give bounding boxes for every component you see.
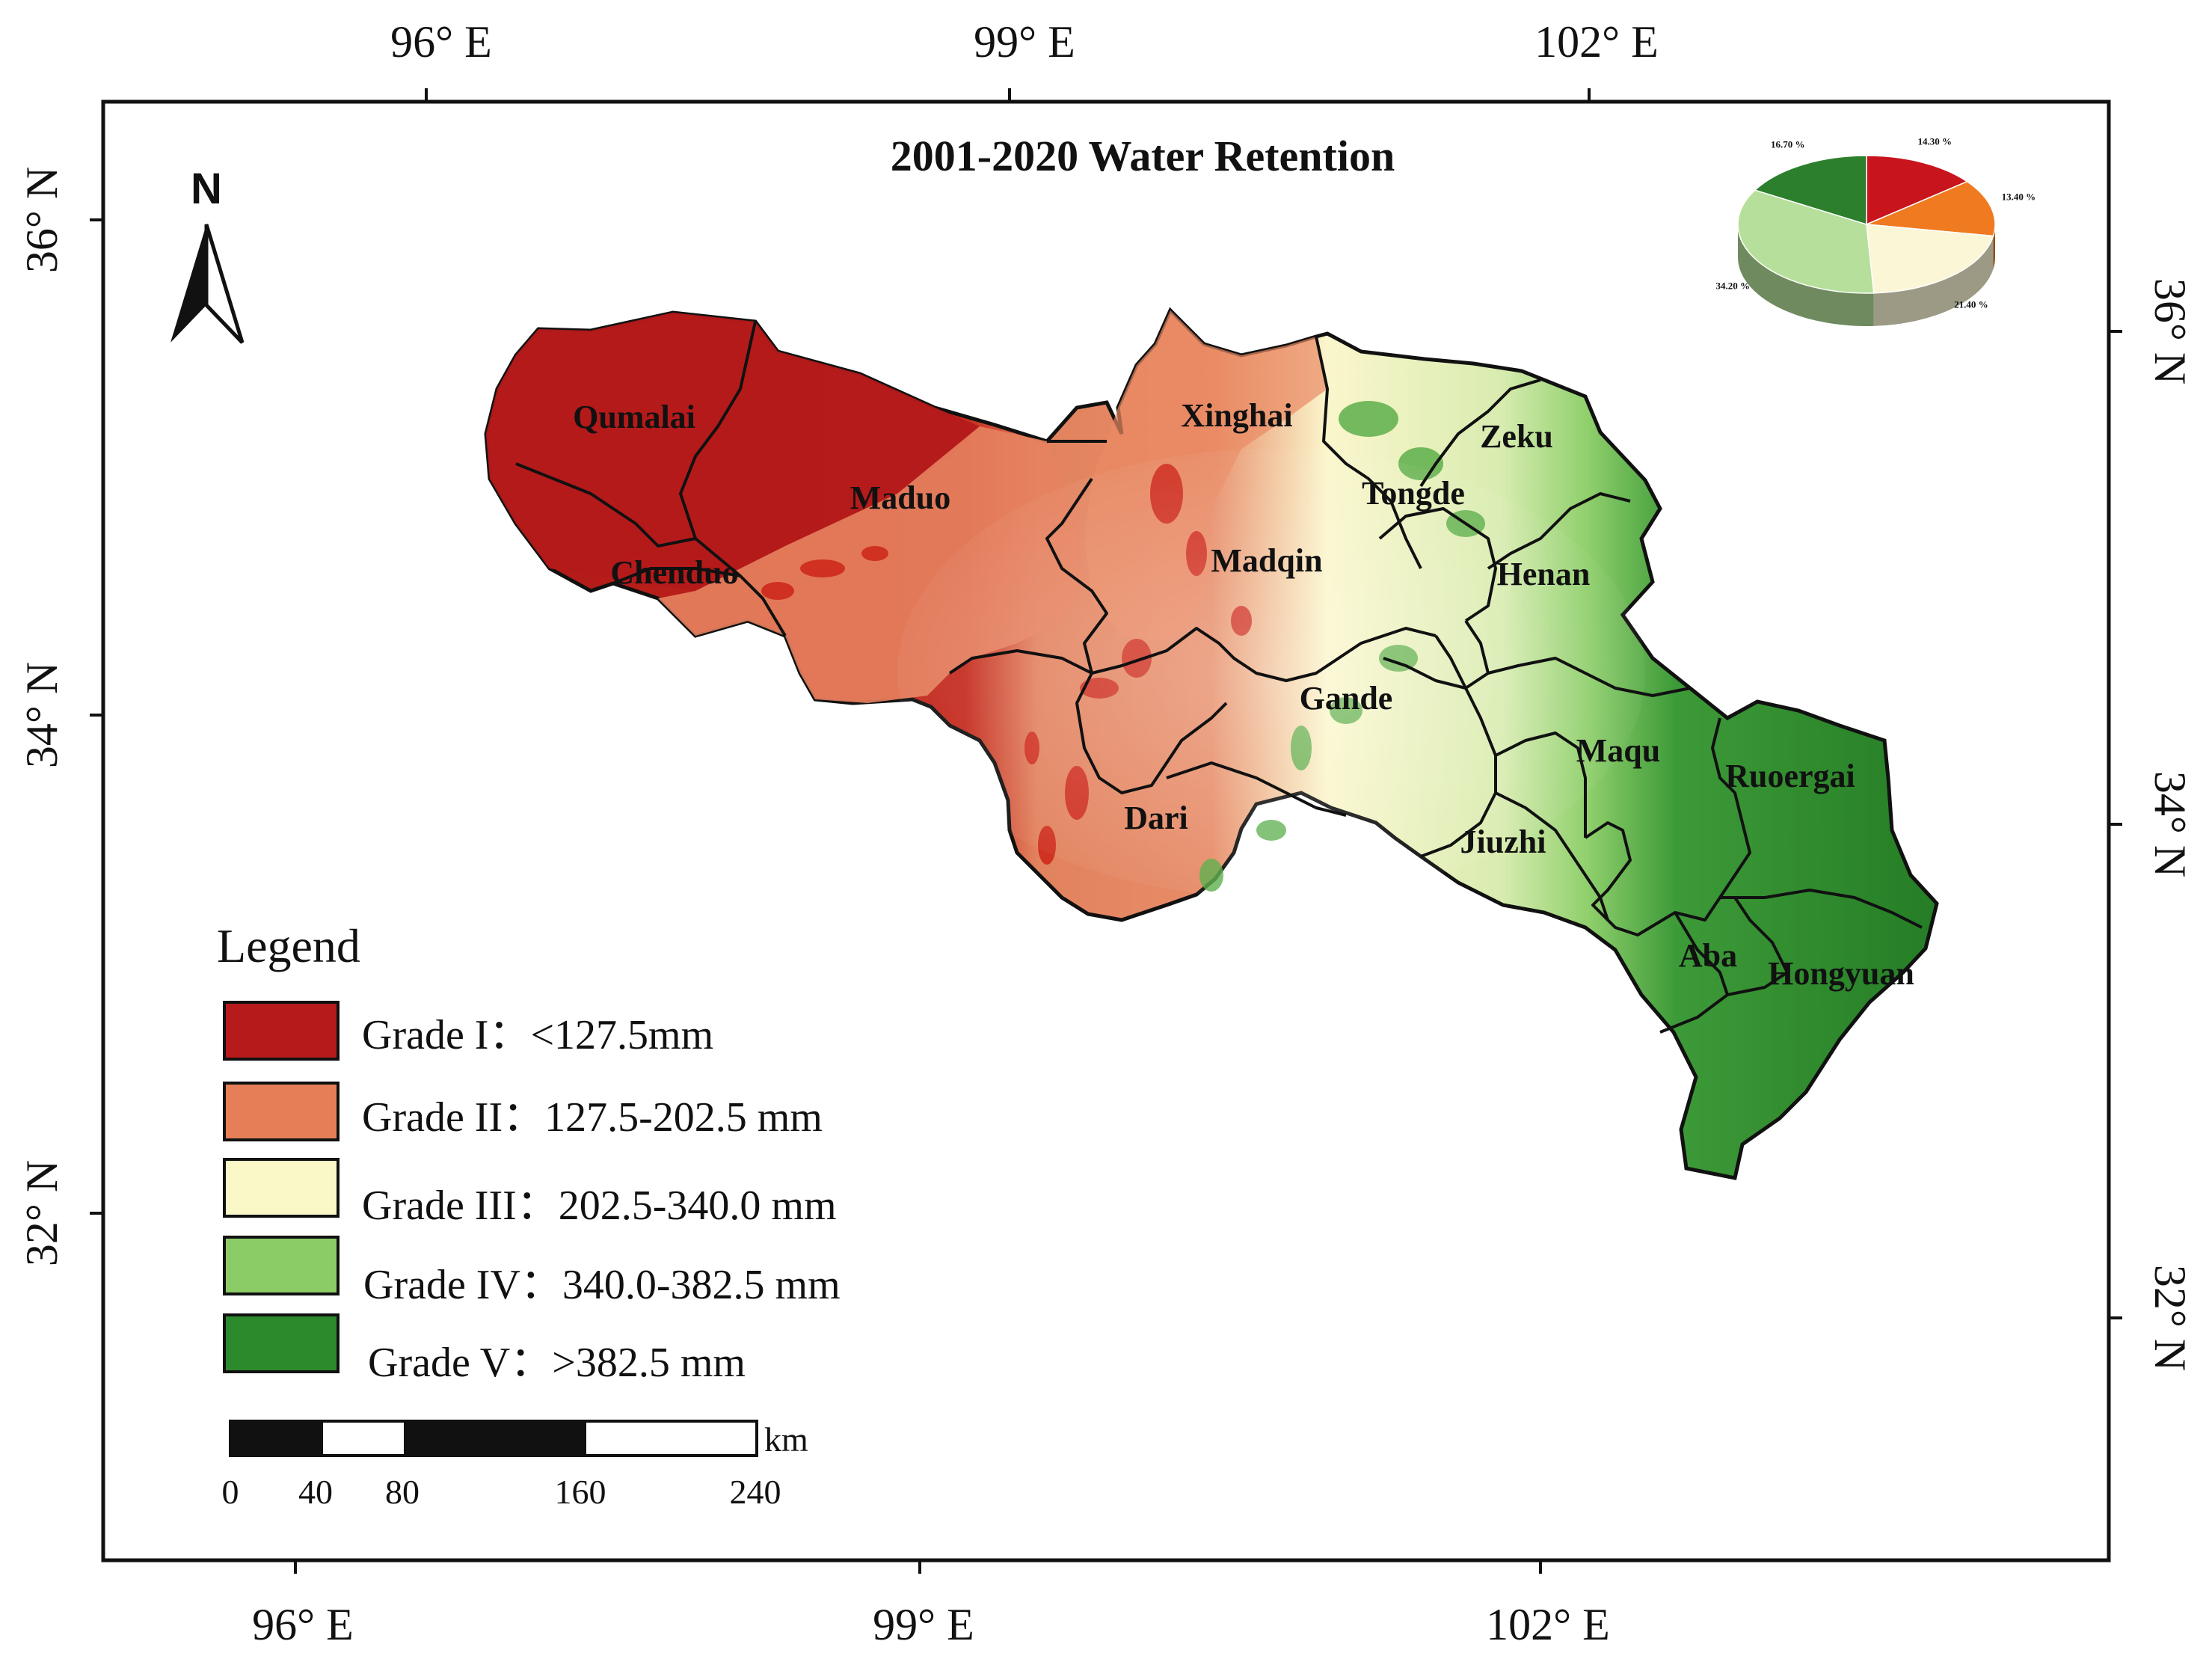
legend-label-grade-iv: Grade IV：340.0-382.5 mm [363, 1262, 841, 1308]
pie-slice-1 [1866, 155, 1969, 226]
study-region: Qumalai Maduo Chenduo Xinghai Zeku Tongd… [484, 307, 1939, 1180]
north-arrow-icon: N [170, 165, 245, 344]
county-label-dari: Dari [1124, 800, 1188, 836]
lat-label-right-32: 32° N [2145, 1265, 2195, 1371]
pie-slice-side-4 [1738, 224, 1874, 326]
county-label-ruoergai: Ruoergai [1725, 758, 1855, 794]
legend-label-grade-i: Grade I：<127.5mm [362, 1012, 713, 1058]
lon-label-top-102: 102° E [1534, 17, 1659, 67]
lat-label-left-36: 36° N [17, 167, 67, 273]
lon-label-bottom-102: 102° E [1486, 1600, 1610, 1649]
county-label-qumalai: Qumalai [573, 399, 695, 435]
legend-swatch-grade-ii [223, 1082, 340, 1141]
pie-slice-4 [1737, 189, 1875, 294]
scale-tick-80: 80 [385, 1473, 420, 1511]
pie-slice-side-3 [1873, 236, 1994, 326]
pie-label-1: 14.30 % [1917, 135, 1952, 147]
county-label-maqu: Maqu [1576, 732, 1660, 769]
legend-label-grade-ii: Grade II：127.5-202.5 mm [362, 1094, 823, 1141]
scale-tick-240: 240 [730, 1473, 781, 1511]
scale-tick-0: 0 [222, 1473, 239, 1511]
scale-bar: km 0 40 80 160 240 [222, 1420, 808, 1511]
lat-label-left-32: 32° N [17, 1160, 67, 1266]
county-label-hongyuan: Hongyuan [1768, 955, 1914, 992]
pie-label-4: 34.20 % [1716, 280, 1751, 291]
county-label-henan: Henan [1497, 556, 1591, 592]
legend-swatch-grade-v [223, 1313, 340, 1373]
lon-label-bottom-99: 99° E [873, 1600, 974, 1649]
scale-tick-40: 40 [298, 1473, 333, 1511]
pie-label-5: 16.70 % [1771, 138, 1805, 150]
county-labels: Qumalai Maduo Chenduo Xinghai Zeku Tongd… [573, 397, 1914, 992]
legend-swatch-grade-i [223, 1001, 340, 1061]
legend-label-grade-iii: Grade III：202.5-340.0 mm [362, 1183, 837, 1229]
legend-swatch-grade-iv [223, 1236, 340, 1295]
legend: Legend Grade I：<127.5mm Grade II：127.5-2… [217, 919, 841, 1386]
county-borders [515, 321, 1923, 1034]
lon-label-top-96: 96° E [390, 17, 492, 67]
county-label-gande: Gande [1300, 680, 1393, 717]
lat-label-right-34: 34° N [2145, 771, 2195, 877]
legend-swatch-grade-iii [223, 1158, 340, 1218]
north-label: N [191, 165, 222, 213]
pie-slice-3 [1866, 224, 1994, 294]
county-label-chenduo: Chenduo [610, 554, 738, 591]
scale-bar-unit: km [764, 1420, 808, 1459]
lat-label-right-36: 36° N [2145, 278, 2195, 384]
zone-grade-i [486, 313, 980, 591]
region-sheen [897, 449, 1645, 898]
county-label-aba: Aba [1679, 937, 1737, 974]
lon-label-bottom-96: 96° E [252, 1600, 354, 1649]
county-label-tongde: Tongde [1362, 475, 1465, 512]
scale-tick-160: 160 [555, 1473, 606, 1511]
map-title: 2001-2020 Water Retention [891, 132, 1395, 180]
pie-slice-2 [1866, 180, 1996, 237]
graticule-ticks [90, 88, 2122, 1574]
legend-title: Legend [217, 919, 360, 972]
county-label-zeku: Zeku [1480, 418, 1553, 455]
legend-label-grade-v: Grade V：>382.5 mm [368, 1340, 746, 1386]
county-label-xinghai: Xinghai [1181, 397, 1292, 434]
pie-label-3: 21.40 % [1954, 298, 1988, 310]
county-label-jiuzhi: Jiuzhi [1460, 824, 1546, 860]
county-label-maduo: Maduo [850, 479, 950, 516]
pie-slice-5 [1754, 155, 1867, 226]
grade-share-pie-chart: 14.30 % 13.40 % 21.40 % 34.20 % 16.70 % [1716, 135, 2036, 326]
pie-label-2: 13.40 % [2002, 191, 2036, 203]
lat-label-left-34: 34° N [17, 662, 67, 768]
lon-label-top-99: 99° E [974, 17, 1075, 67]
county-label-madqin: Madqin [1211, 542, 1322, 579]
